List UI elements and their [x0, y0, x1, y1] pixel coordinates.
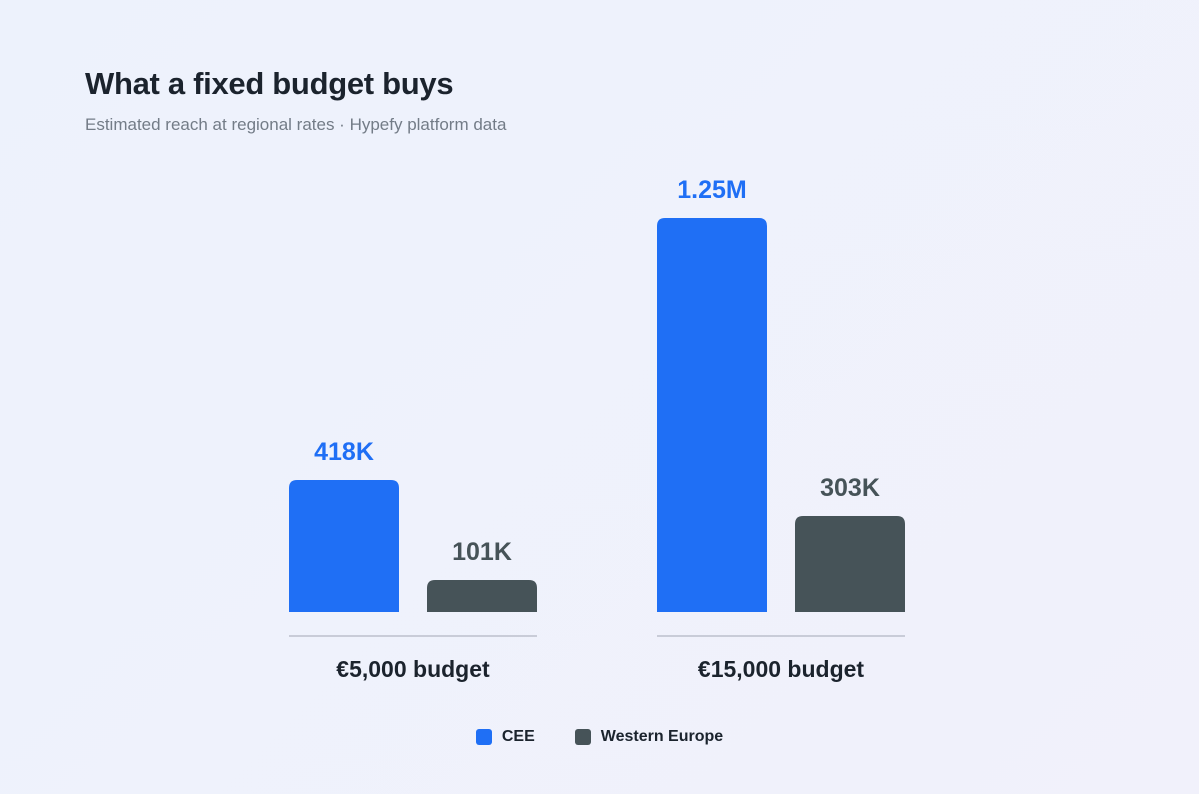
- bar-western-europe-2: [795, 516, 905, 612]
- legend-label-western-europe: Western Europe: [600, 728, 724, 745]
- bar-western-europe-1: [427, 580, 537, 612]
- chart-subtitle: Estimated reach at regional rates · Hype…: [85, 115, 507, 134]
- category-label-2: €15,000 budget: [698, 656, 865, 682]
- bar-cee-1: [289, 480, 399, 612]
- legend-swatch-western-europe: [574, 729, 591, 745]
- data-label-cee-1: 418K: [314, 438, 374, 466]
- bar-cee-2: [657, 218, 767, 612]
- category-label-1: €5,000 budget: [336, 656, 490, 682]
- chart-title: What a fixed budget buys: [85, 66, 454, 101]
- legend: CEE Western Europe: [0, 728, 1199, 746]
- legend-label-cee: CEE: [501, 728, 535, 745]
- data-label-cee-2: 1.25M: [677, 176, 746, 204]
- data-label-western-europe-1: 101K: [452, 538, 512, 566]
- legend-swatch-cee: [475, 729, 492, 745]
- legend-item-cee: CEE: [475, 728, 535, 746]
- legend-item-western-europe: Western Europe: [574, 728, 724, 746]
- data-label-western-europe-2: 303K: [820, 474, 880, 502]
